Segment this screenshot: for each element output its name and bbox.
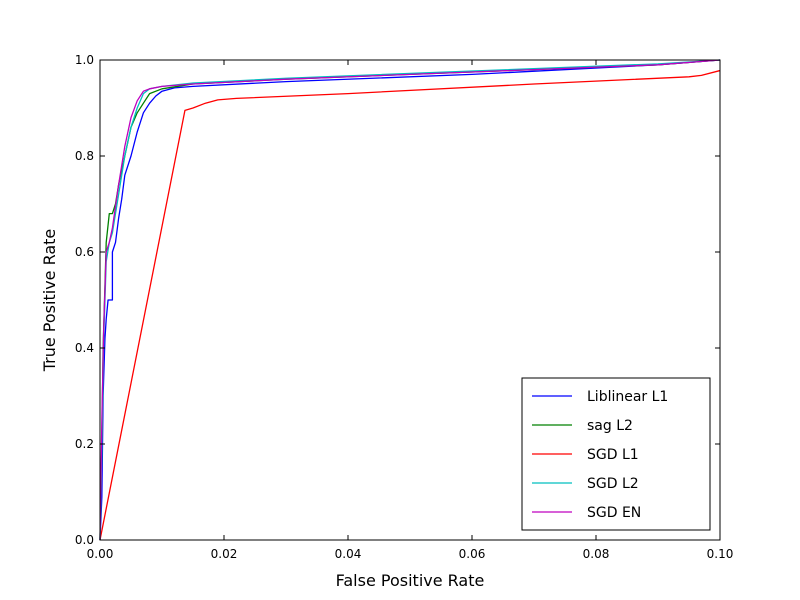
x-tick-label: 0.04 (335, 547, 362, 561)
series-line-sgd-en (99, 59, 721, 541)
y-tick-label: 0.8 (75, 149, 94, 163)
legend-label-sgd-l1: SGD L1 (587, 447, 639, 463)
legend-label-liblinear-l1: Liblinear L1 (587, 389, 668, 405)
legend-label-sag-l2: sag L2 (587, 418, 633, 434)
x-tick-label: 0.08 (583, 547, 610, 561)
series-line-sgd-l1 (99, 69, 721, 541)
legend: Liblinear L1 sag L2 SGD L1 SGD L2 SGD EN (521, 377, 711, 531)
series-layer (99, 59, 721, 541)
x-tick-label: 0.10 (707, 547, 734, 561)
plot-frame (99, 59, 721, 541)
x-axis-title: False Positive Rate (336, 571, 485, 590)
y-tick-label: 0.4 (75, 341, 94, 355)
y-axis-title: True Positive Rate (40, 229, 59, 373)
legend-label-sgd-l2: SGD L2 (587, 476, 639, 492)
y-tick-label: 0.6 (75, 245, 94, 259)
x-tick-label: 0.00 (87, 547, 114, 561)
x-tick-label: 0.06 (459, 547, 486, 561)
series-line-liblinear-l1 (99, 59, 721, 541)
y-tick-label: 0.2 (75, 437, 94, 451)
legend-label-sgd-en: SGD EN (587, 505, 641, 521)
ticks-layer: 0.00 0.02 0.04 0.06 0.08 0.10 0.0 0.2 0.4 0.6 0.8 1… (75, 53, 733, 561)
y-tick-label: 0.0 (75, 533, 94, 547)
y-tick-label: 1.0 (75, 53, 94, 67)
x-tick-label: 0.02 (211, 547, 238, 561)
